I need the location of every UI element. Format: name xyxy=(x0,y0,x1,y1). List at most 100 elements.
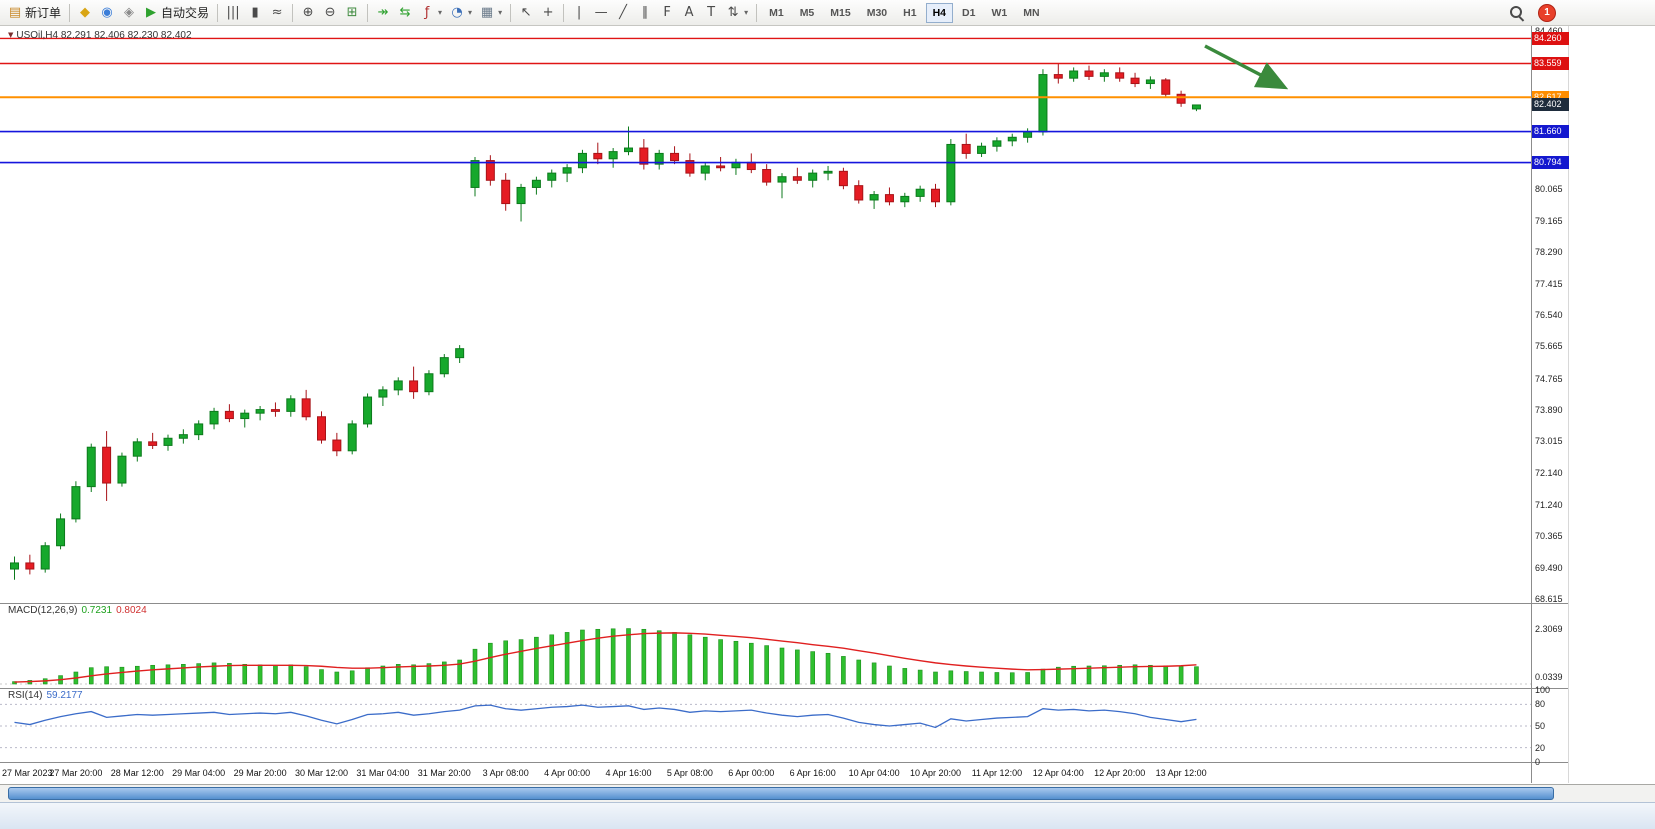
vertical-line-icon: | xyxy=(576,5,582,20)
time-label: 12 Apr 20:00 xyxy=(1094,768,1146,778)
price-tick: 68.615 xyxy=(1535,593,1563,604)
price-tick: 75.665 xyxy=(1535,341,1563,352)
chart-shift-button[interactable]: ⇆ xyxy=(394,2,416,24)
equidistant-channel-icon: ∥ xyxy=(641,5,649,20)
zoom-in-button[interactable]: ⊕ xyxy=(297,2,319,24)
time-label: 5 Apr 08:00 xyxy=(666,768,713,778)
timeframe-m1-button[interactable]: M1 xyxy=(762,3,791,23)
price-tick: 80.065 xyxy=(1535,183,1563,194)
auto-scroll-button[interactable]: ↠ xyxy=(372,2,394,24)
time-label: 27 Mar 20:00 xyxy=(49,768,103,778)
chart-area: ▼ USOil,H4 82.291 82.406 82.230 82.402 MA… xyxy=(0,26,1655,829)
chart-shift-icon: ⇆ xyxy=(399,5,411,20)
time-label: 12 Apr 04:00 xyxy=(1032,768,1084,778)
metaquotes-id-button[interactable]: ◈ xyxy=(118,2,140,24)
crosshair-button[interactable]: + xyxy=(537,2,559,24)
dropdown-arrow-icon: ▾ xyxy=(438,8,443,17)
text-label-icon: T xyxy=(707,5,716,20)
time-label: 10 Apr 04:00 xyxy=(848,768,900,778)
trendline-button[interactable]: ╱ xyxy=(612,2,634,24)
price-line-tag: 81.660 xyxy=(1532,125,1569,139)
price-tick: 77.415 xyxy=(1535,278,1563,289)
time-label: 30 Mar 12:00 xyxy=(294,768,349,778)
symbol-dropdown-icon[interactable]: ▼ xyxy=(8,31,14,39)
horizontal-line-button[interactable]: — xyxy=(590,2,612,24)
text-icon: A xyxy=(684,5,694,20)
price-tick: 71.240 xyxy=(1535,499,1563,510)
timeframe-mn-button[interactable]: MN xyxy=(1016,3,1046,23)
macd-name: MACD(12,26,9) xyxy=(8,605,78,616)
price-axis[interactable]: 84.460 80.065 79.165 78.290 77.415 76.540 75.6… xyxy=(1531,26,1655,784)
chart-canvas[interactable] xyxy=(0,26,1655,829)
time-label: 31 Mar 20:00 xyxy=(417,768,471,778)
timeframe-m15-button[interactable]: M15 xyxy=(823,3,857,23)
equidistant-channel-button[interactable]: ∥ xyxy=(634,2,656,24)
cursor-icon: ↖ xyxy=(520,5,532,20)
zoom-out-button[interactable]: ⊖ xyxy=(319,2,341,24)
candlestick-chart-button[interactable]: ▮ xyxy=(244,2,266,24)
indicators-icon: ƒ xyxy=(424,5,430,20)
new-order-button[interactable]: ▤ 新订单 xyxy=(4,2,65,24)
timeframe-m30-button[interactable]: M30 xyxy=(860,3,894,23)
time-label: 29 Mar 20:00 xyxy=(233,768,287,778)
autotrading-button[interactable]: ▶ 自动交易 xyxy=(140,2,213,24)
periods-button[interactable]: ◔ ▾ xyxy=(446,2,476,24)
mql5-market-button[interactable]: ◆ xyxy=(74,2,96,24)
arrows-button[interactable]: ⇅ ▾ xyxy=(722,2,752,24)
price-tick: 74.765 xyxy=(1535,373,1563,384)
autotrading-button-label: 自动交易 xyxy=(161,6,210,20)
toolbar-separator xyxy=(69,3,71,22)
vertical-line-button[interactable]: | xyxy=(568,2,590,24)
line-chart-icon: ≈ xyxy=(271,5,283,20)
price-tick: 79.165 xyxy=(1535,215,1563,226)
price-tick: 73.015 xyxy=(1535,436,1563,447)
tile-windows-button[interactable]: ⊞ xyxy=(341,2,363,24)
time-label: 10 Apr 20:00 xyxy=(909,768,962,778)
fibonacci-button[interactable]: F xyxy=(656,2,678,24)
timeframe-m5-button[interactable]: M5 xyxy=(793,3,822,23)
macd-axis-min-label: 0.0339 xyxy=(1535,672,1563,683)
timeframe-d1-button[interactable]: D1 xyxy=(955,3,982,23)
rsi-label: RSI(14) 59.2177 xyxy=(8,690,83,701)
indicators-button[interactable]: ƒ ▾ xyxy=(416,2,446,24)
symbol-ohlc-label: USOil,H4 82.291 82.406 82.230 82.402 xyxy=(16,30,192,41)
zoom-out-icon: ⊖ xyxy=(324,5,336,20)
horizontal-line-icon: — xyxy=(594,5,608,20)
metaquotes-id-icon: ◈ xyxy=(124,5,135,20)
macd-main-value: 0.7231 xyxy=(81,605,113,616)
macd-histogram xyxy=(12,628,1199,685)
auto-scroll-icon: ↠ xyxy=(377,5,389,20)
current-price-tag: 82.402 xyxy=(1532,98,1569,112)
dropdown-arrow-icon: ▾ xyxy=(744,8,749,17)
search-icon[interactable] xyxy=(1509,5,1525,22)
rsi-name: RSI(14) xyxy=(8,690,43,701)
rsi-axis-label: 20 xyxy=(1535,742,1546,753)
search-handle xyxy=(1518,16,1525,22)
text-button[interactable]: A xyxy=(678,2,700,24)
templates-button[interactable]: ▦ ▾ xyxy=(476,2,506,24)
scrollbar-thumb[interactable] xyxy=(8,787,1554,800)
time-label: 31 Mar 04:00 xyxy=(356,768,410,778)
rsi-axis-label: 0 xyxy=(1535,757,1541,767)
notification-badge[interactable]: 1 xyxy=(1538,3,1556,22)
trend-arrow-annotation[interactable] xyxy=(1204,44,1289,90)
text-label-button[interactable]: T xyxy=(700,2,722,24)
chart-scrollbar xyxy=(0,784,1655,802)
timeframe-w1-button[interactable]: W1 xyxy=(984,3,1014,23)
horizontal-lines[interactable] xyxy=(0,37,1531,164)
macd-signal-value: 0.8024 xyxy=(116,605,147,616)
time-label: 13 Apr 12:00 xyxy=(1155,768,1207,778)
rsi-line xyxy=(14,704,1197,729)
zoom-in-icon: ⊕ xyxy=(302,5,314,20)
dropdown-arrow-icon: ▾ xyxy=(498,8,503,17)
macd-signal-line xyxy=(14,632,1197,683)
line-chart-button[interactable]: ≈ xyxy=(266,2,288,24)
bar-chart-button[interactable]: ||| xyxy=(222,2,244,24)
time-axis[interactable]: 27 Mar 2023 27 Mar 20:00 28 Mar 12:00 29 Ma… xyxy=(0,764,1531,784)
timeframe-h1-button[interactable]: H1 xyxy=(896,3,923,23)
timeframe-h4-button[interactable]: H4 xyxy=(925,2,954,23)
mql5-community-button[interactable]: ◉ xyxy=(96,2,118,24)
arrows-icon: ⇅ xyxy=(727,5,739,20)
cursor-button[interactable]: ↖ xyxy=(515,2,537,24)
time-label: 28 Mar 12:00 xyxy=(110,768,164,778)
